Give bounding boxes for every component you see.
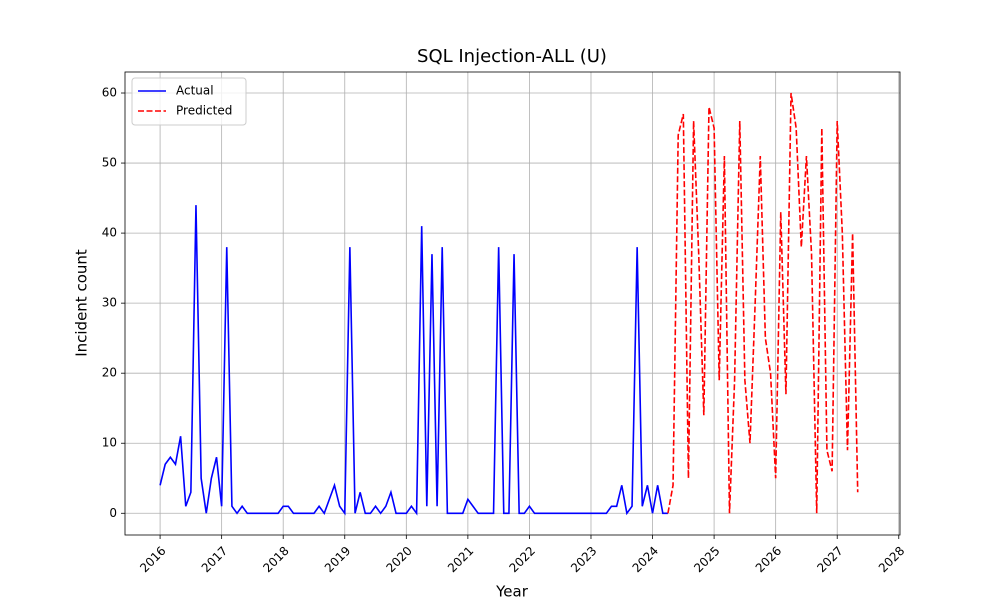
data-line <box>667 92 859 514</box>
legend-label: Predicted <box>176 104 232 118</box>
y-tick-label: 60 <box>102 86 117 100</box>
y-tick-label: 0 <box>109 506 117 520</box>
x-axis-label: Year <box>495 583 529 600</box>
chart-title: SQL Injection-ALL (U) <box>417 46 607 67</box>
y-axis-label: Incident count <box>73 249 91 357</box>
y-tick-label: 10 <box>102 436 117 450</box>
y-tick-label: 30 <box>102 296 117 310</box>
y-tick-label: 40 <box>102 226 117 240</box>
plot-frame <box>124 71 901 536</box>
y-tick-label: 20 <box>102 366 117 380</box>
legend-label: Actual <box>176 84 214 98</box>
legend-box <box>131 77 247 126</box>
y-tick-label: 50 <box>102 156 117 170</box>
data-line <box>159 205 668 516</box>
